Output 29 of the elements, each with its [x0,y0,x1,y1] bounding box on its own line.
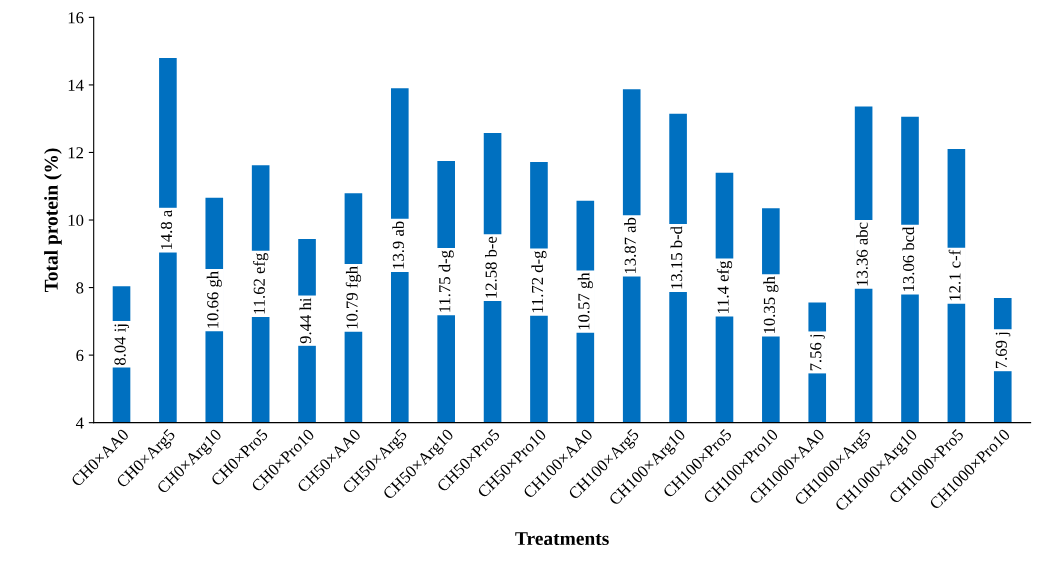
data-label: 11.72 d-g [531,250,547,313]
data-label: 11.4 efg [716,260,733,314]
y-tick-label: 4 [75,417,84,429]
y-axis-title: Total protein (%) [44,148,62,293]
data-label: 7.56 j [810,334,825,371]
y-tick-label: 14 [68,79,84,91]
data-label: 13.36 abc [856,222,868,286]
y-tick-label: 12 [68,147,84,159]
data-label: 12.58 b-e [485,236,497,298]
x-axis-title: Treatments [515,532,609,546]
data-label: 11.75 d-g [438,250,454,312]
data-label: 13.15 b-d [670,226,683,289]
data-label: 7.69 j [995,332,1011,369]
y-tick-label: 10 [68,214,84,226]
data-label: 10.35 gh [763,276,779,333]
y-tick-label: 8 [76,282,84,294]
data-label: 10.79 fgh [345,266,362,329]
data-label: 13.9 ab [392,221,405,269]
data-label: 11.62 efg [253,253,269,314]
y-tick-label: 16 [68,12,84,24]
data-label: 10.57 gh [577,272,593,330]
data-label: 9.44 hi [299,297,312,344]
data-label: 13.06 bcd [902,226,915,291]
data-label: 13.87 ab [624,217,636,274]
data-label: 14.8 a [160,210,173,250]
y-tick-label: 6 [76,349,84,362]
data-label: 12.1 c-f [948,249,961,301]
data-label: 8.04 ij [114,324,130,365]
data-label: 10.66 gh [206,271,222,328]
